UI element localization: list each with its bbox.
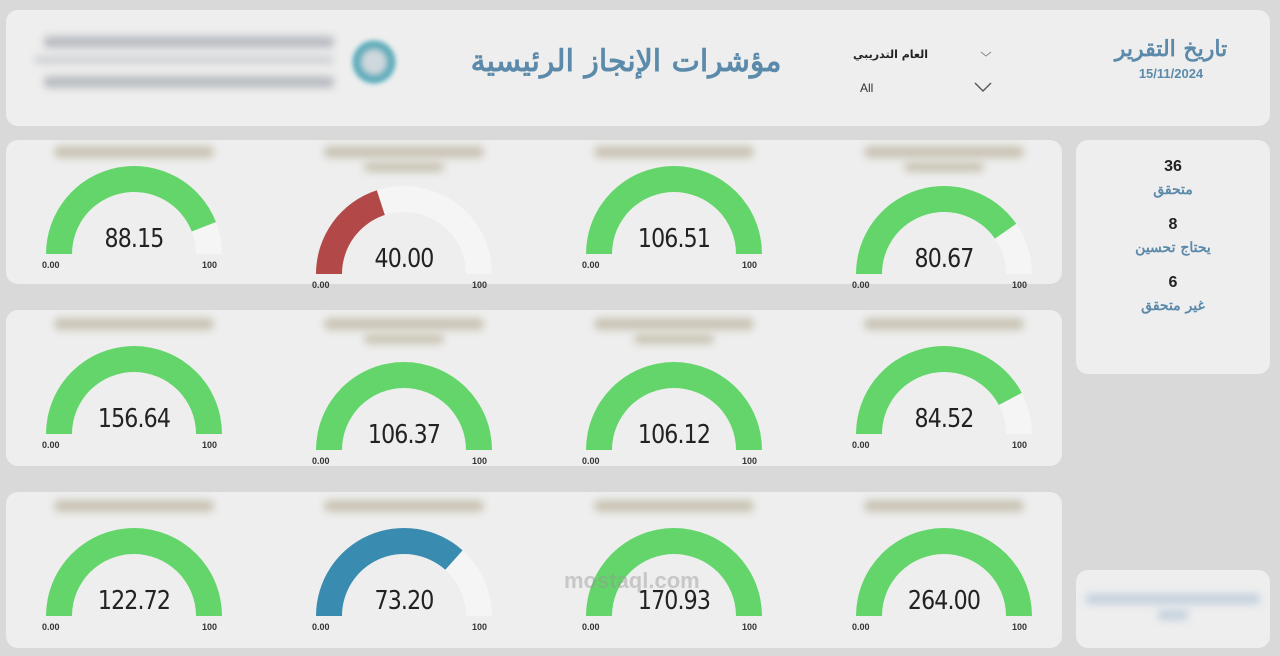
gauge-max: 100 — [202, 440, 218, 450]
gauge-subtitle — [634, 334, 714, 344]
gauge-max: 100 — [1012, 440, 1028, 450]
kpi-gauge[interactable]: 80.67 0.00 100 — [824, 146, 1064, 296]
kpi-gauge[interactable]: 106.37 0.00 100 — [284, 318, 524, 468]
blurred-note-card — [1076, 570, 1270, 648]
gauge-title — [324, 318, 484, 330]
gauge-arc — [46, 528, 222, 616]
achieved-label: متحقق — [1153, 182, 1193, 198]
gauge-value: 40.00 — [374, 244, 434, 274]
gauge-min: 0.00 — [312, 456, 330, 466]
gauge-title — [54, 318, 214, 330]
gauge-min: 0.00 — [312, 280, 330, 290]
kpi-gauge[interactable]: 156.64 0.00 100 — [14, 318, 254, 468]
gauge-arc — [46, 165, 222, 254]
gauge-value: 88.15 — [104, 224, 164, 254]
kpi-gauge[interactable]: 88.15 0.00 100 — [14, 146, 254, 296]
gauge-min: 0.00 — [582, 260, 600, 270]
report-date-value: 15/11/2024 — [1138, 66, 1204, 81]
kpi-gauge[interactable]: 264.00 0.00 100 — [824, 500, 1064, 650]
gauge-min: 0.00 — [42, 622, 60, 632]
not-achieved-count: 6 — [1168, 274, 1178, 291]
gauge-arc — [316, 186, 492, 274]
gauge-title — [594, 146, 754, 158]
gauge-value: 156.64 — [97, 404, 171, 434]
gauge-value: 122.72 — [97, 586, 171, 616]
gauge-min: 0.00 — [582, 622, 600, 632]
report-date-label: تاريخ التقرير — [1114, 36, 1228, 62]
filter-label: العام التدريبي — [853, 48, 928, 61]
kpi-gauge[interactable]: 84.52 0.00 100 — [824, 318, 1064, 468]
kpi-gauge[interactable]: 122.72 0.00 100 — [14, 500, 254, 650]
kpi-gauge[interactable]: 106.12 0.00 100 — [554, 318, 794, 468]
gauge-min: 0.00 — [582, 456, 600, 466]
gauge-min: 0.00 — [42, 260, 60, 270]
gauge-title — [54, 500, 214, 512]
kpi-gauge[interactable]: 106.51 0.00 100 — [554, 146, 794, 296]
logo-emblem-icon — [352, 40, 396, 84]
gauge-max: 100 — [202, 622, 218, 632]
watermark: mostaql.com — [564, 568, 700, 593]
chevron-down-icon[interactable] — [980, 48, 992, 60]
gauge-value: 106.51 — [637, 224, 711, 254]
gauge-arc — [586, 528, 762, 616]
gauge-subtitle — [364, 334, 444, 344]
chevron-down-icon[interactable] — [974, 80, 992, 94]
gauge-title — [864, 500, 1024, 512]
gauge-max: 100 — [472, 622, 488, 632]
gauge-subtitle — [904, 162, 984, 172]
gauge-min: 0.00 — [852, 440, 870, 450]
header-bar: مؤشرات الإنجاز الرئيسية العام التدريبي A… — [6, 10, 1270, 126]
gauge-max: 100 — [1012, 622, 1028, 632]
gauge-arc — [586, 362, 762, 450]
gauge-arc — [316, 362, 492, 450]
gauge-arc — [856, 528, 1032, 616]
organization-logo — [24, 26, 396, 106]
gauge-arc — [586, 166, 762, 254]
gauge-value: 84.52 — [914, 404, 974, 434]
filter-selected-value: All — [860, 81, 874, 95]
gauge-title — [594, 318, 754, 330]
gauge-arc — [856, 185, 1032, 274]
gauge-title — [864, 146, 1024, 158]
gauge-max: 100 — [472, 456, 488, 466]
kpi-gauge[interactable]: 40.00 0.00 100 — [284, 146, 524, 296]
gauge-title — [864, 318, 1024, 330]
kpi-gauge[interactable]: 73.20 0.00 100 — [284, 500, 524, 650]
gauge-max: 100 — [202, 260, 218, 270]
gauge-title — [54, 146, 214, 158]
gauge-title — [324, 500, 484, 512]
gauge-max: 100 — [472, 280, 488, 290]
needs-improvement-count: 8 — [1168, 216, 1178, 233]
page-title: مؤشرات الإنجاز الرئيسية — [470, 44, 782, 79]
gauge-value: 264.00 — [907, 586, 981, 616]
gauge-min: 0.00 — [42, 440, 60, 450]
gauge-min: 0.00 — [852, 280, 870, 290]
gauge-title — [594, 500, 754, 512]
gauge-value: 106.37 — [367, 420, 441, 450]
gauge-max: 100 — [742, 456, 758, 466]
gauge-min: 0.00 — [852, 622, 870, 632]
kpi-gauge[interactable]: 170.93 0.00 100 — [554, 500, 794, 650]
gauge-subtitle — [364, 162, 444, 172]
gauge-max: 100 — [742, 260, 758, 270]
gauge-arc — [46, 346, 222, 434]
status-summary: 36 متحقق 8 يحتاج تحسين 6 غير متحقق — [1076, 140, 1270, 374]
gauge-title — [324, 146, 484, 158]
gauge-min: 0.00 — [312, 622, 330, 632]
gauge-arc — [856, 345, 1032, 434]
training-year-select[interactable]: All — [852, 74, 998, 104]
report-date: تاريخ التقرير 15/11/2024 — [1096, 36, 1246, 81]
needs-improvement-label: يحتاج تحسين — [1135, 240, 1211, 256]
gauge-arc — [316, 528, 492, 616]
achieved-count: 36 — [1164, 158, 1182, 175]
not-achieved-label: غير متحقق — [1141, 298, 1205, 314]
gauge-max: 100 — [1012, 280, 1028, 290]
gauge-value: 170.93 — [637, 586, 711, 616]
training-year-filter[interactable]: العام التدريبي All — [852, 44, 998, 104]
gauge-value: 73.20 — [374, 586, 434, 616]
gauge-value: 106.12 — [637, 420, 711, 450]
gauge-value: 80.67 — [914, 244, 974, 274]
gauge-max: 100 — [742, 622, 758, 632]
